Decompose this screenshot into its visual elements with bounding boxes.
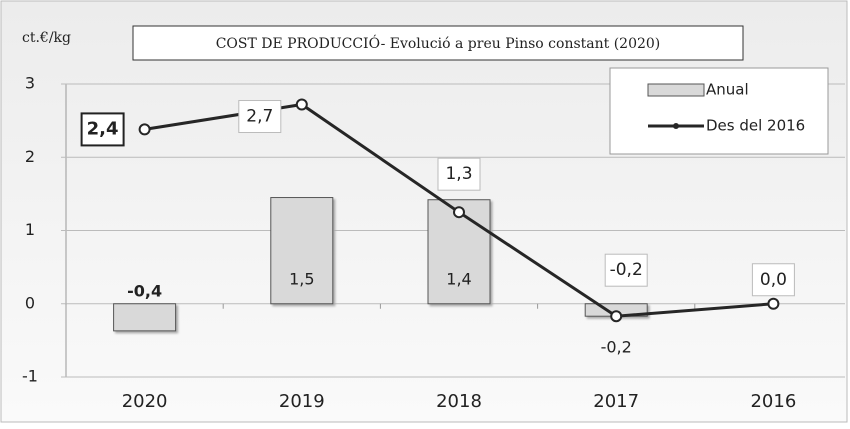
line-point	[295, 98, 308, 111]
bar	[270, 197, 334, 305]
line-value-label: -0,2	[610, 260, 643, 280]
bar-value-label: -0,2	[601, 338, 632, 357]
line-point	[610, 310, 623, 323]
line-label-box	[604, 253, 648, 287]
x-tick-label: 2016	[750, 391, 796, 412]
x-tick-label: 2018	[436, 391, 482, 412]
x-tick-label: 2019	[279, 391, 325, 412]
line-value-label: 1,3	[445, 164, 472, 184]
line-point	[138, 123, 151, 136]
y-axis-unit: ct.€/kg	[22, 30, 71, 46]
y-tick-label: -1	[22, 367, 38, 386]
legend-swatch	[647, 83, 705, 97]
y-tick-label: 3	[25, 74, 35, 93]
chart-title: COST DE PRODUCCIÓ- Evolució a preu Pinso…	[216, 34, 661, 52]
line-point	[767, 297, 780, 310]
legend-label: Anual	[706, 81, 749, 99]
bar-value-label: 1,5	[289, 269, 314, 288]
bar	[113, 303, 177, 332]
legend-box	[609, 67, 829, 155]
line-point	[453, 206, 465, 219]
legend-swatch-point	[673, 123, 679, 129]
legend-label: Des del 2016	[706, 117, 805, 135]
bar-value-label: -0,4	[127, 281, 162, 300]
title-box	[132, 25, 744, 61]
line-label-box	[437, 157, 481, 191]
bar-value-label: 1,4	[446, 269, 471, 288]
x-tick-label: 2017	[593, 391, 639, 412]
y-tick-label: 0	[25, 293, 35, 312]
x-tick-label: 2020	[122, 391, 168, 412]
y-tick-label: 2	[25, 147, 35, 166]
line-value-label: 2,4	[87, 118, 119, 139]
line-label-box	[751, 263, 795, 297]
line-label-box	[238, 100, 282, 134]
line-label-box	[80, 112, 125, 147]
y-tick-label: 1	[25, 220, 35, 239]
line-value-label: 0,0	[760, 270, 787, 290]
line-value-label: 2,7	[246, 107, 273, 127]
